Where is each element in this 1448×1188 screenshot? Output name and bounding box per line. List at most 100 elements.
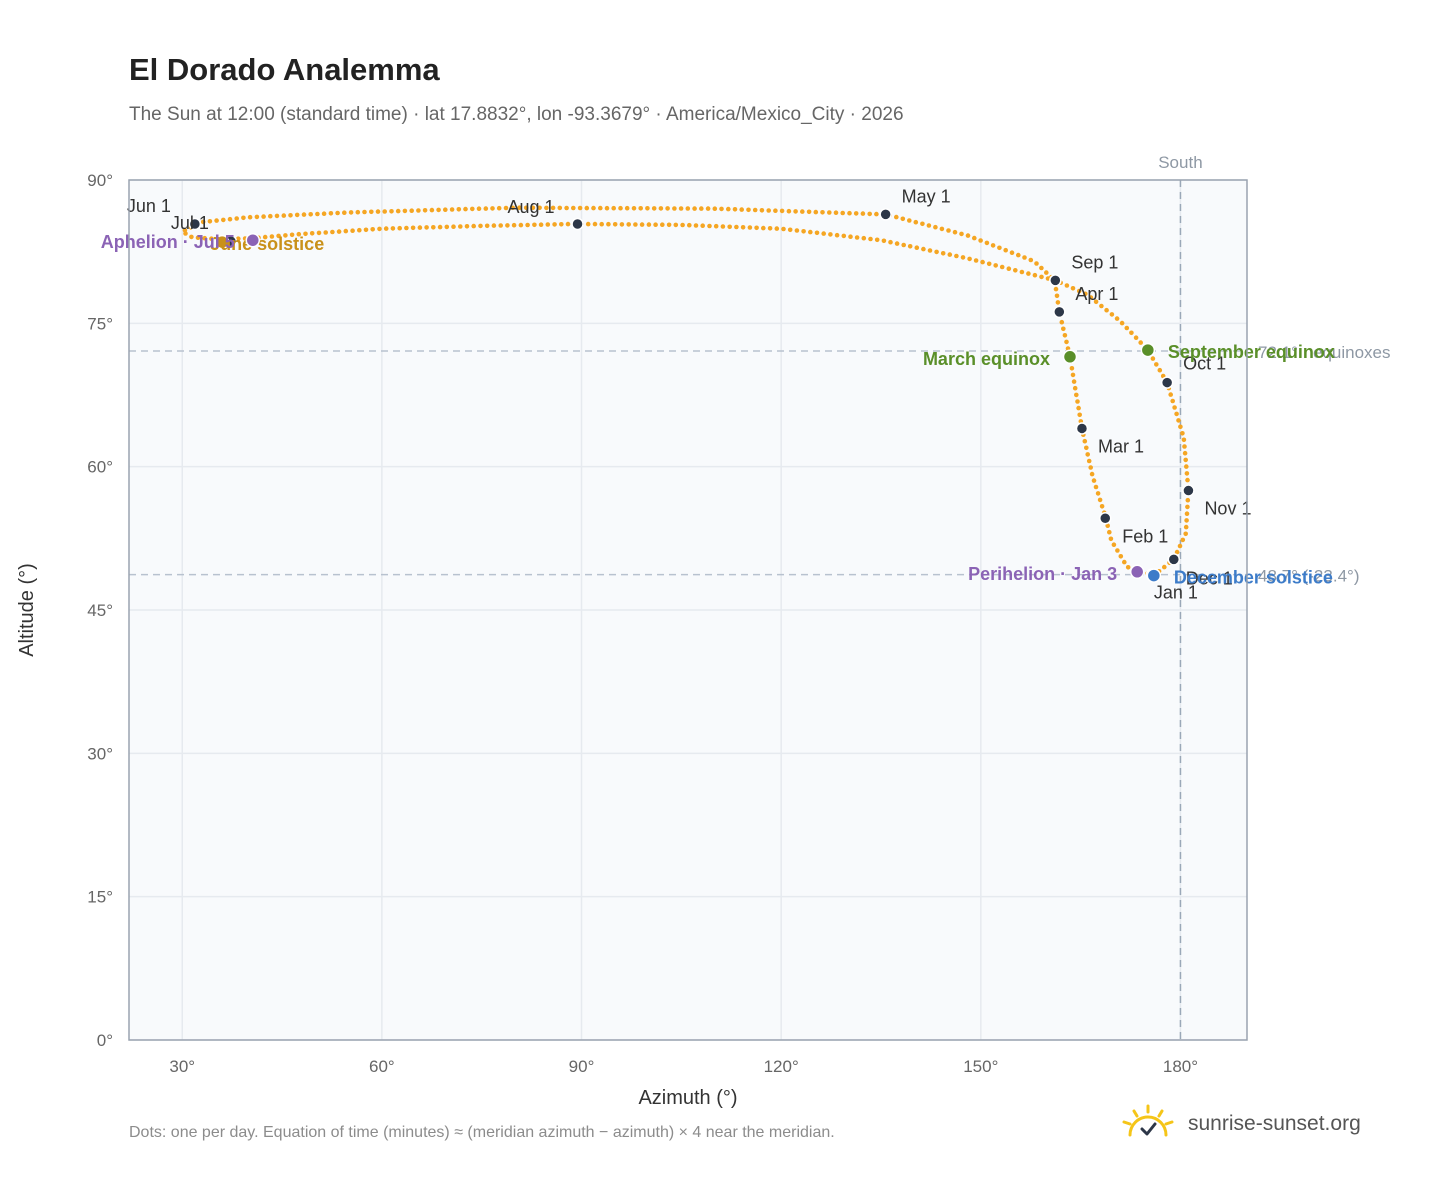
day-dot [598,205,603,211]
day-dot [1184,511,1190,516]
day-dot [429,207,435,213]
day-dot [491,223,497,228]
day-dot [1111,542,1117,547]
day-dot [692,206,697,211]
day-dot [458,224,463,229]
day-dot [1082,438,1088,444]
day-dot [202,235,207,241]
month-label: Dec 1 [1186,568,1233,588]
day-dot [860,211,866,216]
day-dot [767,226,773,231]
day-dot [303,231,308,237]
day-dot [759,208,765,213]
day-dot [309,231,315,236]
day-dot [369,209,374,215]
y-tick-label: 15° [87,888,113,907]
day-dot [1032,272,1038,278]
day-dot [375,209,381,214]
day-dot [639,222,645,227]
day-dot [653,222,658,227]
day-dot [754,225,759,231]
day-dot [1085,452,1090,457]
day-dot [1069,366,1075,371]
event-label: June solstice [210,234,324,254]
day-dot [183,231,188,236]
month-label: Jun 1 [127,196,171,216]
day-dot [559,222,564,227]
y-tick-label: 90° [87,171,113,190]
day-dot [207,219,213,224]
day-dot [1154,362,1159,367]
day-dot [592,221,598,227]
day-dot [1183,524,1189,530]
day-dot [505,223,510,228]
day-dot [571,205,576,211]
day-dot [1172,405,1177,410]
day-dot [752,207,758,213]
day-dot [1184,471,1190,476]
day-dot [868,236,873,242]
day-dot [370,227,376,232]
day-dot [1162,564,1167,570]
day-dot [712,206,718,211]
day-dot [861,235,867,241]
day-dot [355,209,361,215]
x-tick-label: 90° [569,1057,595,1076]
day-dot [693,223,699,228]
day-dot [888,239,893,245]
day-dot [591,205,596,211]
brand-name[interactable]: sunrise-sunset.org [1188,1112,1361,1135]
day-dot [1071,379,1077,384]
day-dot [779,208,785,214]
day-dot [747,225,753,230]
day-dot [1091,478,1097,483]
day-dot [269,234,275,239]
event-label: September equinox [1168,342,1335,362]
day-dot [315,211,320,217]
day-dot [236,236,241,241]
day-dot [1122,559,1127,565]
day-dot [833,210,839,215]
day-dot [1115,548,1120,553]
day-dot [281,213,287,218]
day-dot [680,222,685,228]
day-dot [1072,385,1078,391]
day-dot [847,210,852,216]
day-dot [624,205,630,211]
day-dot [1077,412,1082,418]
day-dot [913,219,919,225]
day-dot [484,223,490,229]
day-dot [214,218,219,223]
day-dot [827,210,832,215]
day-dot [631,206,637,211]
day-dot [1119,320,1125,326]
day-dot [638,206,643,211]
day-dot [740,225,746,230]
day-dot [965,233,971,238]
y-tick-label: 45° [87,601,113,620]
day-dot [1039,274,1044,280]
day-dot [705,206,711,211]
brand[interactable]: sunrise-sunset.org [1120,1100,1361,1148]
month-marker [571,217,584,231]
day-dot [599,221,604,227]
day-dot [973,258,979,263]
day-dot [933,224,938,230]
month-label: Apr 1 [1075,284,1118,304]
day-dot [993,263,998,268]
day-dot [189,234,194,240]
day-dot [1168,392,1173,397]
day-dot [1185,504,1190,510]
day-dot [1070,372,1076,378]
day-dot [336,229,342,234]
day-dot [699,206,704,211]
day-dot [1170,398,1175,404]
day-dot [544,205,549,211]
month-marker [1182,484,1195,497]
day-dot [707,223,712,229]
day-dot [907,218,912,223]
day-dot [986,261,992,267]
day-dot [357,227,362,233]
y-tick-label: 60° [87,458,113,477]
day-dot [934,249,939,255]
